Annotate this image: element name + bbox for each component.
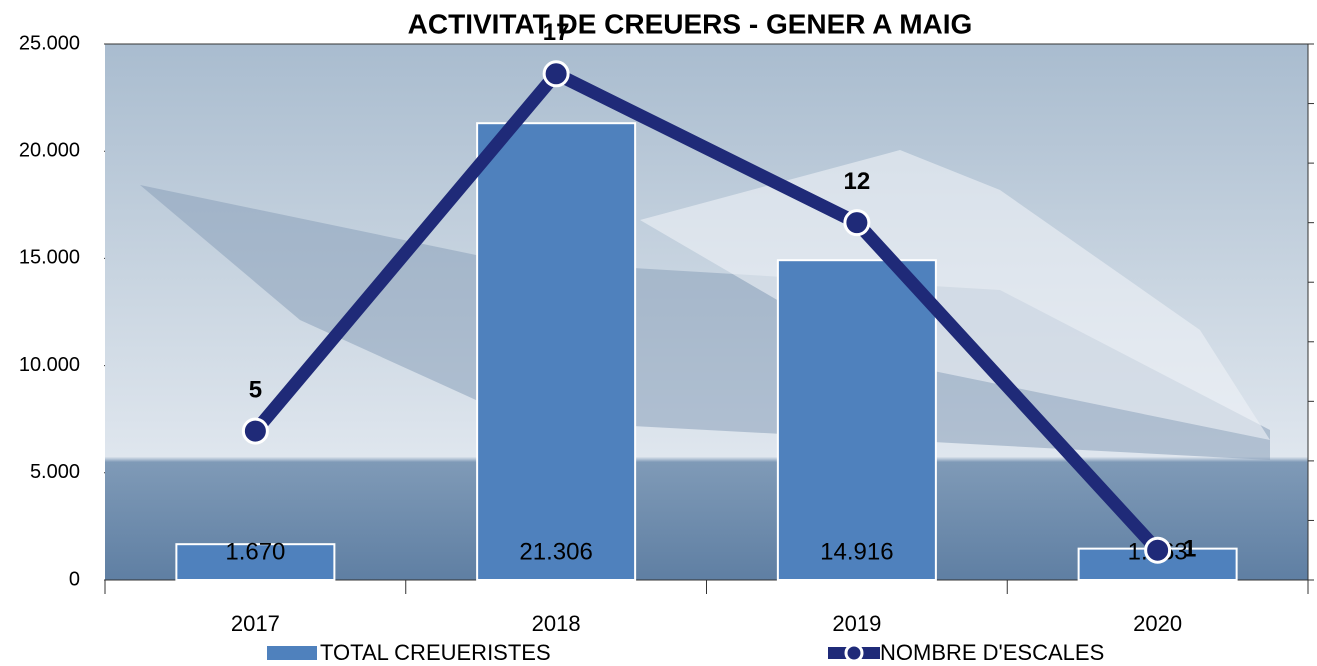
bar-value-label: 1.670 [225,538,285,565]
x-tick-label: 2020 [1133,611,1182,636]
y-tick-label: 5.000 [30,461,80,483]
line-value-label: 12 [844,168,871,195]
bar [778,260,936,580]
bar-value-label: 14.916 [820,538,893,565]
bar [477,123,635,580]
x-tick-label: 2019 [832,611,881,636]
line-value-label: 17 [543,19,570,46]
legend-label: NOMBRE D'ESCALES [880,640,1104,665]
line-value-label: 5 [249,376,262,403]
bar-value-label: 21.306 [519,538,592,565]
line-marker [845,211,869,235]
legend-label: TOTAL CREUERISTES [320,640,551,665]
chart-title: ACTIVITAT DE CREUERS - GENER A MAIG [408,8,973,39]
line-value-label: 1 [1183,536,1196,563]
line-marker [243,419,267,443]
y-tick-label: 10.000 [19,354,80,376]
x-tick-label: 2017 [231,611,280,636]
y-tick-label: 25.000 [19,32,80,54]
chart: ACTIVITAT DE CREUERS - GENER A MAIG 0 5.0… [0,0,1317,666]
y-tick-label: 20.000 [19,139,80,161]
line-marker [1146,538,1170,562]
y-tick-label: 15.000 [19,247,80,269]
x-tick-label: 2018 [532,611,581,636]
line-marker [544,62,568,86]
y-tick-label: 0 [69,568,80,590]
legend-swatch [846,645,862,661]
legend-swatch [267,646,317,660]
